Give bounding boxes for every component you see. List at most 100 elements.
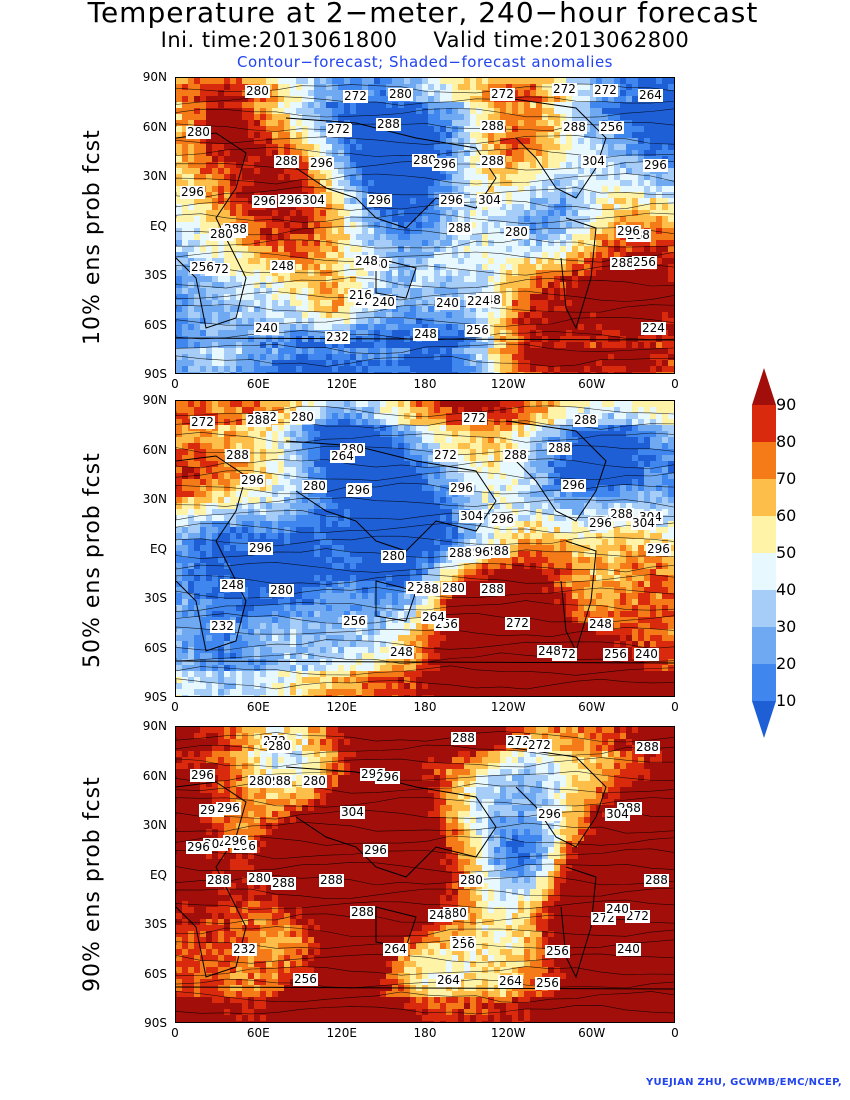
lat-tick-2-5: 60S (144, 966, 167, 981)
contour-label-1-6: 288 (225, 448, 250, 462)
contour-label-1-20: 304 (631, 516, 656, 530)
contour-label-0-19: 296 (643, 158, 668, 172)
lat-tick-1-0: 90N (142, 393, 167, 407)
lat-tick-1-5: 60S (144, 640, 167, 655)
contour-label-2-41: 256 (451, 937, 476, 951)
contour-label-0-47: 224 (466, 294, 491, 308)
map-panel-10pct (175, 77, 675, 374)
contour-label-0-26: 296 (180, 185, 205, 199)
contour-label-0-49: 232 (325, 330, 350, 344)
lon-tick-0-5: 60W (578, 377, 606, 391)
contour-label-1-12: 296 (240, 473, 265, 487)
lon-tick-0-1: 60E (246, 377, 270, 391)
contour-label-0-22: 296 (252, 194, 277, 208)
contour-label-1-10: 288 (547, 441, 572, 455)
valid-time: Valid time:2013062800 (433, 28, 690, 52)
lat-tick-1-6: 90S (144, 690, 167, 704)
contour-label-1-9: 264 (330, 449, 355, 463)
colorbar-band-0 (752, 405, 776, 442)
lat-tick-1-4: 30S (144, 591, 167, 605)
subtitle: Ini. time:2013061800 Valid time:20130628… (0, 28, 850, 52)
contour-label-2-39: 240 (616, 942, 641, 956)
contour-label-0-51: 240 (254, 321, 279, 335)
colorbar-bottom-arrow (752, 701, 776, 738)
lat-tick-2-1: 60N (142, 768, 167, 783)
contour-label-1-38: 264 (421, 610, 446, 624)
lon-tick-2-3: 180 (413, 1026, 437, 1040)
colorbar-band-4 (752, 553, 776, 590)
contour-label-0-53: 256 (465, 323, 490, 337)
lat-tick-1-2: 30N (142, 492, 167, 506)
colorbar-level-70: 70 (776, 469, 797, 488)
colorbar-level-80: 80 (776, 432, 797, 451)
lat-tick-1-3: EQ (149, 541, 167, 556)
contour-label-2-36: 264 (383, 942, 408, 956)
contour-label-1-13: 280 (302, 479, 327, 493)
contour-label-1-44: 240 (634, 647, 659, 661)
contour-label-0-34: 280 (504, 225, 529, 239)
contour-label-0-5: 264 (638, 88, 663, 102)
contour-label-1-2: 272 (462, 411, 487, 425)
contour-label-2-1: 272 (527, 738, 552, 752)
colorbar-band-5 (752, 590, 776, 627)
lon-tick-1-5: 60W (578, 700, 606, 714)
contour-label-1-46: 256 (603, 647, 628, 661)
contour-label-1-40: 232 (210, 619, 235, 633)
init-time: Ini. time:2013061800 (160, 28, 398, 52)
contour-label-1-45: 248 (537, 644, 562, 658)
main-title: Temperature at 2−meter, 240−hour forecas… (87, 0, 759, 29)
lon-tick-2-2: 120E (326, 1026, 357, 1040)
lat-tick-2-6: 90S (144, 1016, 167, 1030)
contour-label-1-18: 288 (609, 507, 634, 521)
colorbar-level-50: 50 (776, 543, 797, 562)
contour-label-2-0: 272 (506, 734, 531, 748)
lon-tick-2-1: 60E (246, 1026, 270, 1040)
contour-label-0-16: 288 (274, 154, 299, 168)
contour-label-0-35: 288 (610, 256, 635, 270)
contour-label-2-3: 288 (635, 740, 660, 754)
contour-label-1-26: 280 (381, 549, 406, 563)
colorbar-level-90: 90 (776, 395, 797, 414)
contour-label-0-39: 256 (632, 255, 657, 269)
lon-tick-1-4: 120W (490, 700, 526, 714)
contour-label-1-24: 288 (485, 544, 510, 558)
contour-label-1-28: 296 (646, 542, 671, 556)
contour-label-0-52: 248 (413, 327, 438, 341)
contour-note: Contour−forecast; Shaded−forecast anomal… (237, 53, 613, 71)
lat-tick-0-4: 30S (144, 268, 167, 282)
contour-label-2-25: 288 (644, 873, 669, 887)
lat-tick-0-1: 60N (142, 119, 167, 134)
contour-label-0-40: 248 (270, 259, 295, 273)
contour-label-2-17: 304 (605, 807, 630, 821)
colorbar (752, 368, 776, 738)
contour-label-0-7: 288 (480, 119, 505, 133)
contour-label-0-25: 296 (367, 193, 392, 207)
contour-label-0-24: 296 (278, 193, 303, 207)
contour-label-1-3: 280 (290, 410, 315, 424)
contour-label-0-1: 272 (593, 83, 618, 97)
contour-label-0-31: 296 (616, 224, 641, 238)
contour-label-0-23: 304 (477, 193, 502, 207)
lat-tick-2-0: 90N (142, 719, 167, 733)
contour-label-0-21: 304 (301, 193, 326, 207)
contour-label-2-45: 264 (436, 973, 461, 987)
lat-tick-0-3: EQ (149, 218, 167, 233)
contour-label-1-8: 272 (433, 448, 458, 462)
lat-tick-0-6: 90S (144, 367, 167, 381)
contour-label-0-11: 280 (186, 125, 211, 139)
lon-tick-0-0: 0 (171, 377, 179, 391)
lat-tick-2-2: 30N (142, 818, 167, 832)
contour-label-0-0: 272 (343, 89, 368, 103)
contour-label-0-46: 240 (371, 295, 396, 309)
contour-label-0-17: 304 (581, 154, 606, 168)
contour-label-1-39: 248 (588, 617, 613, 631)
lon-tick-2-4: 120W (490, 1026, 526, 1040)
lon-tick-1-6: 0 (671, 700, 679, 714)
contour-label-0-48: 216 (348, 288, 373, 302)
contour-label-2-34: 248 (428, 908, 453, 922)
contour-label-1-41: 256 (342, 614, 367, 628)
colorbar-band-1 (752, 442, 776, 479)
contour-label-1-22: 304 (459, 509, 484, 523)
lon-tick-2-5: 60W (578, 1026, 606, 1040)
contour-label-2-12: 296 (537, 807, 562, 821)
